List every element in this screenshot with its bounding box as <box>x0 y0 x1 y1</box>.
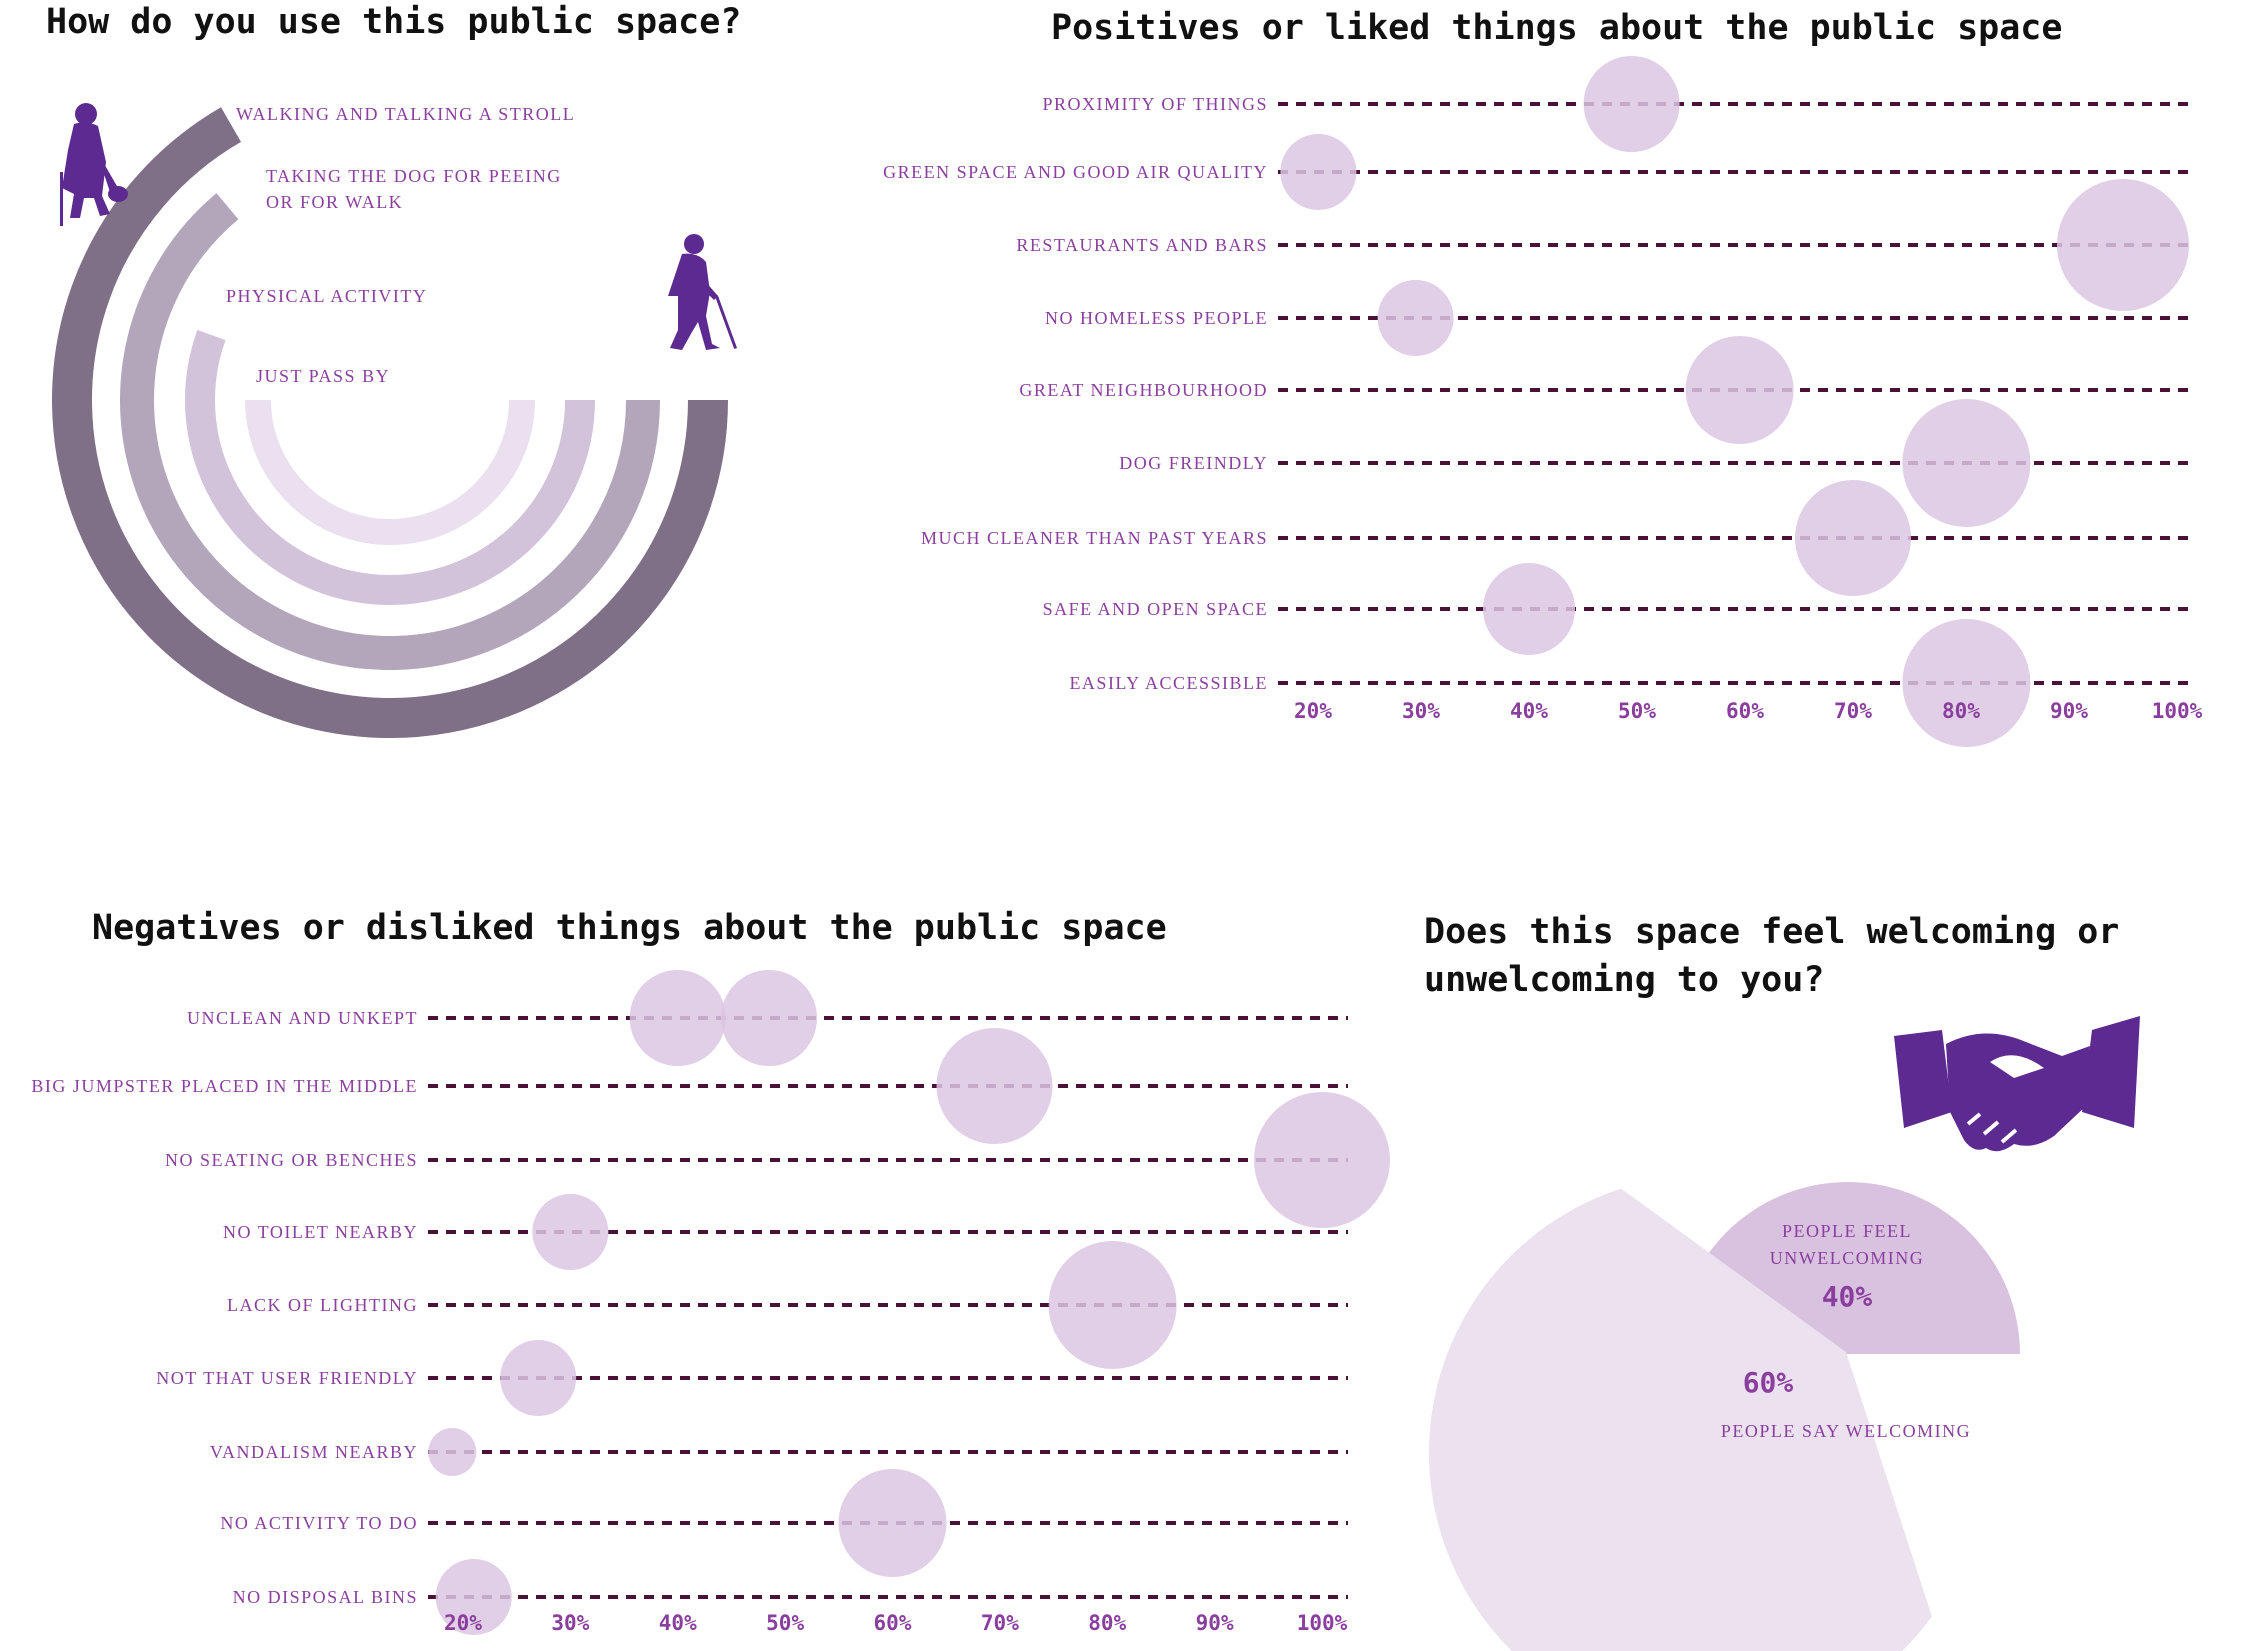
row-label-proximity-of-things: PROXIMITY OF THINGS <box>1042 94 1268 114</box>
x-tick-80: 80% <box>1942 699 1980 723</box>
bubble-much-cleaner-than-past-years-6 <box>1795 480 1911 596</box>
ring-walking-and-talking-a-stroll <box>52 107 728 738</box>
negatives-x-ticks: 20% 30% 40% 50% 60% 70% 80% 90% 100% <box>444 1611 1348 1635</box>
row-label-green-space-and-good-air-quality: GREEN SPACE AND GOOD AIR QUALITY <box>883 162 1268 182</box>
row-label-no-toilet-nearby: NO TOILET NEARBY <box>223 1222 418 1242</box>
x-tick-90: 90% <box>2050 699 2088 723</box>
use-chart-title: How do you use this public space? <box>46 2 742 42</box>
positives-row-labels: PROXIMITY OF THINGS GREEN SPACE AND GOOD … <box>883 94 1268 693</box>
welcoming-pie-slices <box>1429 1182 2020 1651</box>
row-label-much-cleaner-than-past-years: MUCH CLEANER THAN PAST YEARS <box>921 528 1268 548</box>
x-tick-80: 80% <box>1088 1611 1126 1635</box>
bubble-easily-accessible-8 <box>1902 619 2031 747</box>
ring-physical-activity <box>185 329 595 605</box>
positives-bubbles <box>1280 56 2189 747</box>
x-tick-30: 30% <box>1402 699 1440 723</box>
welcoming-title-line-1: Does this space feel welcoming or <box>1424 912 2120 952</box>
unwelcoming-value: 40% <box>1822 1280 1873 1313</box>
ring-just-pass-by <box>245 399 535 545</box>
ring-label-taking-the-dog-for-peeing-or-for-walk-line-2: OR FOR WALK <box>266 192 403 212</box>
x-tick-40: 40% <box>1510 699 1548 723</box>
ring-label-physical-activity: PHYSICAL ACTIVITY <box>226 286 427 306</box>
ring-label-just-pass-by: JUST PASS BY <box>256 366 390 386</box>
row-label-unclean-and-unkept: UNCLEAN AND UNKEPT <box>187 1008 418 1028</box>
welcoming-chart-title: Does this space feel welcoming or unwelco… <box>1424 908 2119 1004</box>
ring-label-taking-the-dog-for-peeing-or-for-walk: TAKING THE DOG FOR PEEING <box>266 166 562 186</box>
bubble-proximity-of-things-0 <box>1583 56 1680 152</box>
row-label-no-seating-or-benches: NO SEATING OR BENCHES <box>165 1150 418 1170</box>
pie-slice-people-say-welcoming <box>1429 1188 1932 1651</box>
bubble-lack-of-lighting-5 <box>1048 1241 1177 1369</box>
x-tick-40: 40% <box>659 1611 697 1635</box>
x-tick-60: 60% <box>874 1611 912 1635</box>
x-tick-70: 70% <box>981 1611 1019 1635</box>
row-label-big-jumpster-placed-in-the-middle: BIG JUMPSTER PLACED IN THE MIDDLE <box>31 1076 418 1096</box>
elderly-woman-icon <box>60 103 128 226</box>
x-tick-30: 30% <box>551 1611 589 1635</box>
handshake-icon <box>1894 1016 2140 1152</box>
x-tick-70: 70% <box>1834 699 1872 723</box>
bubble-safe-and-open-space-7 <box>1483 563 1575 655</box>
x-tick-100: 100% <box>2152 699 2203 723</box>
row-label-not-that-user-friendly: NOT THAT USER FRIENDLY <box>156 1368 418 1388</box>
row-label-dog-freindly: DOG FREINDLY <box>1119 453 1268 473</box>
row-label-no-disposal-bins: NO DISPOSAL BINS <box>233 1587 418 1607</box>
welcoming-title-line-2: unwelcoming to you? <box>1424 960 1825 1000</box>
pie-labels: PEOPLE FEEL UNWELCOMING 40% 60% PEOPLE S… <box>1721 1221 1971 1441</box>
negatives-dashed-rows <box>428 1016 1348 1599</box>
bubble-dog-freindly-5 <box>1902 399 2031 527</box>
negatives-row-labels: UNCLEAN AND UNKEPT BIG JUMPSTER PLACED IN… <box>31 1008 418 1607</box>
row-label-great-neighbourhood: GREAT NEIGHBOURHOOD <box>1019 380 1268 400</box>
bubble-no-disposal-bins-9 <box>435 1559 512 1635</box>
row-label-lack-of-lighting: LACK OF LIGHTING <box>227 1295 418 1315</box>
x-tick-100: 100% <box>1297 1611 1348 1635</box>
row-label-restaurants-and-bars: RESTAURANTS AND BARS <box>1016 235 1268 255</box>
welcoming-label: PEOPLE SAY WELCOMING <box>1721 1421 1971 1441</box>
usage-rings <box>52 107 728 738</box>
positives-chart-title: Positives or liked things about the publ… <box>1051 8 2063 48</box>
bubble-no-toilet-nearby-4 <box>532 1194 609 1270</box>
unwelcoming-label-line-1: PEOPLE FEEL <box>1782 1221 1912 1241</box>
bubble-vandalism-nearby-7 <box>428 1428 477 1476</box>
row-label-safe-and-open-space: SAFE AND OPEN SPACE <box>1043 599 1268 619</box>
welcoming-value: 60% <box>1743 1366 1794 1399</box>
x-tick-20: 20% <box>1294 699 1332 723</box>
row-label-vandalism-nearby: VANDALISM NEARBY <box>210 1442 418 1462</box>
usage-labels: WALKING AND TALKING A STROLL TAKING THE D… <box>226 104 575 386</box>
x-tick-50: 50% <box>766 1611 804 1635</box>
row-label-no-homeless-people: NO HOMELESS PEOPLE <box>1045 308 1268 328</box>
bubble-not-that-user-friendly-6 <box>500 1340 577 1416</box>
ring-label-walking-and-talking-a-stroll: WALKING AND TALKING A STROLL <box>236 104 575 124</box>
positives-bubble-chart: PROXIMITY OF THINGS GREEN SPACE AND GOOD … <box>883 56 2203 747</box>
elderly-man-icon <box>668 234 738 350</box>
ring-taking-the-dog-for-peeing-or-for-walk <box>120 193 660 670</box>
x-tick-90: 90% <box>1196 1611 1234 1635</box>
bubble-unclean-and-unkept-0 <box>629 970 726 1066</box>
x-tick-20: 20% <box>444 1611 482 1635</box>
bubble-big-jumpster-placed-in-the-middle-2 <box>936 1028 1053 1144</box>
bubble-no-seating-or-benches-3 <box>1254 1092 1390 1228</box>
positives-dashed-rows <box>1278 102 2193 685</box>
x-tick-60: 60% <box>1726 699 1764 723</box>
bubble-restaurants-and-bars-2 <box>2057 179 2189 311</box>
row-label-no-activity-to-do: NO ACTIVITY TO DO <box>220 1513 418 1533</box>
bubble-no-homeless-people-3 <box>1377 280 1454 356</box>
unwelcoming-label-line-2: UNWELCOMING <box>1770 1248 1924 1268</box>
negatives-bubbles <box>428 970 1390 1635</box>
bubble-unclean-and-unkept-1 <box>721 970 818 1066</box>
x-tick-50: 50% <box>1618 699 1656 723</box>
bubble-no-activity-to-do-8 <box>838 1469 947 1577</box>
positives-x-ticks: 20% 30% 40% 50% 60% 70% 80% 90% 100% <box>1294 699 2203 723</box>
usage-radial-chart: WALKING AND TALKING A STROLL TAKING THE D… <box>52 103 738 738</box>
row-label-easily-accessible: EASILY ACCESSIBLE <box>1069 673 1268 693</box>
bubble-great-neighbourhood-4 <box>1685 336 1794 444</box>
negatives-chart-title: Negatives or disliked things about the p… <box>92 908 1167 948</box>
bubble-green-space-and-good-air-quality-1 <box>1280 134 1357 210</box>
